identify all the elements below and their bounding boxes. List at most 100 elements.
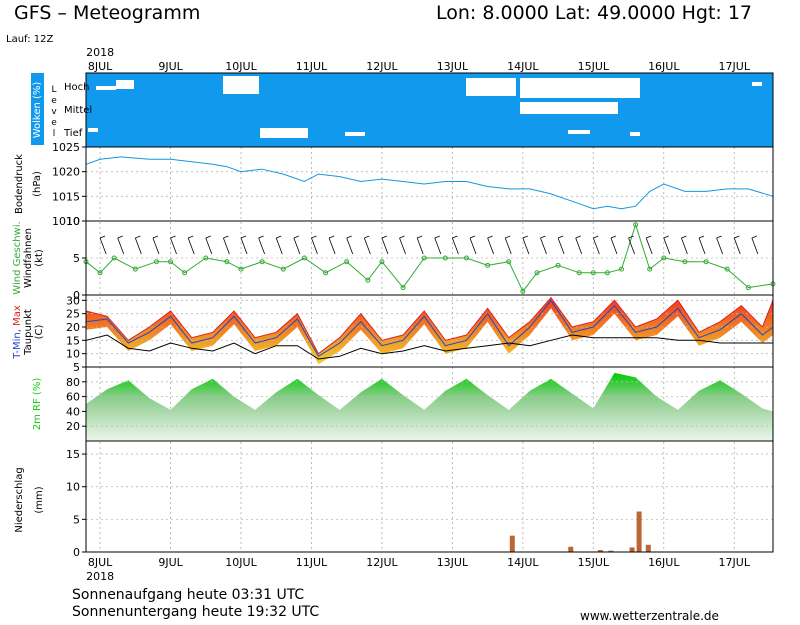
wind-point bbox=[153, 259, 159, 265]
wind-point bbox=[485, 262, 491, 268]
model-run-label: Lauf: 12Z bbox=[6, 34, 54, 45]
temperature-tick-label: 10 bbox=[66, 348, 80, 361]
wind-barb-flag bbox=[170, 235, 176, 239]
wind-barb bbox=[328, 237, 336, 255]
cloud-level-label: Tief bbox=[63, 128, 83, 139]
precipitation-tick-label: 10 bbox=[66, 481, 80, 494]
cloud-patch bbox=[223, 76, 259, 94]
cloud-side-letter: L bbox=[51, 85, 56, 95]
wind-barb-flag bbox=[452, 235, 458, 239]
pressure-tick-label: 1025 bbox=[52, 141, 80, 154]
wind-barb-flag bbox=[628, 235, 634, 239]
wind-barb bbox=[522, 237, 530, 255]
bottom-day-label: 12JUL bbox=[366, 556, 398, 569]
temperature-tick-label: 15 bbox=[66, 334, 80, 347]
top-day-label: 15JUL bbox=[578, 60, 610, 73]
precipitation-bar bbox=[636, 511, 642, 552]
sunset-text: Sonnenuntergang heute 19:32 UTC bbox=[72, 604, 320, 620]
top-day-label: 11JUL bbox=[296, 60, 328, 73]
cloud-cover-area bbox=[86, 73, 773, 147]
cloud-patch bbox=[630, 132, 640, 136]
wind-barb bbox=[399, 237, 406, 255]
temperature-sub-label: Taupunkt bbox=[23, 309, 34, 356]
wind-point bbox=[682, 259, 688, 265]
wind-point bbox=[365, 277, 371, 283]
wind-point bbox=[259, 259, 265, 265]
wind-point bbox=[604, 270, 610, 276]
top-day-label: 10JUL bbox=[225, 60, 257, 73]
wind-barb-flag bbox=[99, 235, 106, 239]
wind-barb bbox=[575, 237, 583, 255]
temperature-axis-label: T-Min, Max bbox=[12, 305, 23, 360]
wind-barb bbox=[152, 237, 160, 255]
wind-barb-flag bbox=[663, 235, 669, 239]
wind-barb-flag bbox=[276, 235, 282, 239]
wind-point bbox=[132, 266, 138, 272]
wind-point bbox=[745, 285, 751, 291]
wind-point bbox=[400, 285, 406, 291]
tmax-line bbox=[85, 296, 774, 355]
wind-barb bbox=[610, 237, 618, 255]
tmin-line bbox=[85, 299, 774, 358]
cloud-patch bbox=[96, 86, 116, 90]
wind-barb-flag bbox=[188, 235, 194, 239]
humidity-tick-label: 40 bbox=[66, 405, 80, 418]
humidity-area bbox=[86, 372, 773, 441]
wind-point bbox=[703, 259, 709, 265]
wind-barb bbox=[223, 237, 230, 255]
temperature-tick-label: 20 bbox=[66, 321, 80, 334]
wind-barb bbox=[681, 237, 688, 255]
temperature-tick-label: 25 bbox=[66, 308, 80, 321]
panel-frame bbox=[85, 146, 774, 222]
wind-barb bbox=[240, 237, 248, 255]
precipitation-tick-label: 0 bbox=[73, 546, 80, 559]
wind-point bbox=[520, 288, 526, 294]
cloud-side-letter: e bbox=[51, 118, 57, 128]
wind-barb bbox=[117, 237, 125, 255]
humidity-tick-label: 20 bbox=[66, 420, 80, 433]
wind-barb bbox=[381, 237, 389, 255]
wind-point bbox=[576, 270, 582, 276]
wind-point bbox=[534, 270, 540, 276]
wind-point bbox=[421, 255, 427, 261]
wind-barb-flag bbox=[223, 235, 229, 239]
precipitation-bar bbox=[597, 550, 603, 552]
wind-barb-flag bbox=[751, 235, 758, 239]
wind-barb-flag bbox=[205, 235, 211, 239]
wind-barb bbox=[592, 237, 600, 255]
wind-point bbox=[97, 270, 103, 276]
cloud-level-label: Hoch bbox=[64, 82, 89, 93]
humidity-tick-label: 60 bbox=[66, 391, 80, 404]
wind-barb bbox=[258, 237, 266, 255]
wind-barb-flag bbox=[522, 235, 529, 239]
cloud-patch bbox=[466, 78, 516, 96]
wind-barb-flag bbox=[240, 235, 247, 239]
wind-barb-flag bbox=[681, 235, 687, 239]
site-url: www.wetterzentrale.de bbox=[580, 609, 719, 623]
cloud-side-letter: l bbox=[53, 129, 56, 139]
pressure-line bbox=[85, 156, 774, 210]
top-day-label: 9JUL bbox=[158, 60, 183, 73]
cloud-axis-label: Wolken (%) bbox=[32, 82, 43, 139]
precipitation-bar bbox=[608, 550, 614, 552]
wind-point bbox=[182, 270, 188, 276]
location-readout: Lon: 8.0000 Lat: 49.0000 Hgt: 17 bbox=[436, 2, 753, 24]
cloud-label-box bbox=[31, 73, 44, 145]
wind-barb bbox=[628, 237, 635, 255]
wind-barb-flag bbox=[557, 235, 564, 239]
wind-barb bbox=[716, 237, 724, 255]
cloud-patch bbox=[752, 82, 762, 86]
bottom-day-label: 17JUL bbox=[719, 556, 751, 569]
top-day-label: 13JUL bbox=[437, 60, 469, 73]
dewpoint-line bbox=[85, 334, 773, 360]
bottom-day-label: 8JUL bbox=[88, 556, 113, 569]
bottom-day-label: 11JUL bbox=[296, 556, 328, 569]
wind-point bbox=[724, 266, 730, 272]
wind-point bbox=[633, 222, 639, 228]
cloud-level-label: Mittel bbox=[64, 105, 92, 116]
cloud-patch bbox=[345, 132, 365, 136]
wind-barb-flag bbox=[346, 235, 352, 239]
precipitation-bar bbox=[568, 546, 574, 552]
precipitation-tick-label: 5 bbox=[73, 513, 80, 526]
wind-barb bbox=[293, 237, 301, 255]
